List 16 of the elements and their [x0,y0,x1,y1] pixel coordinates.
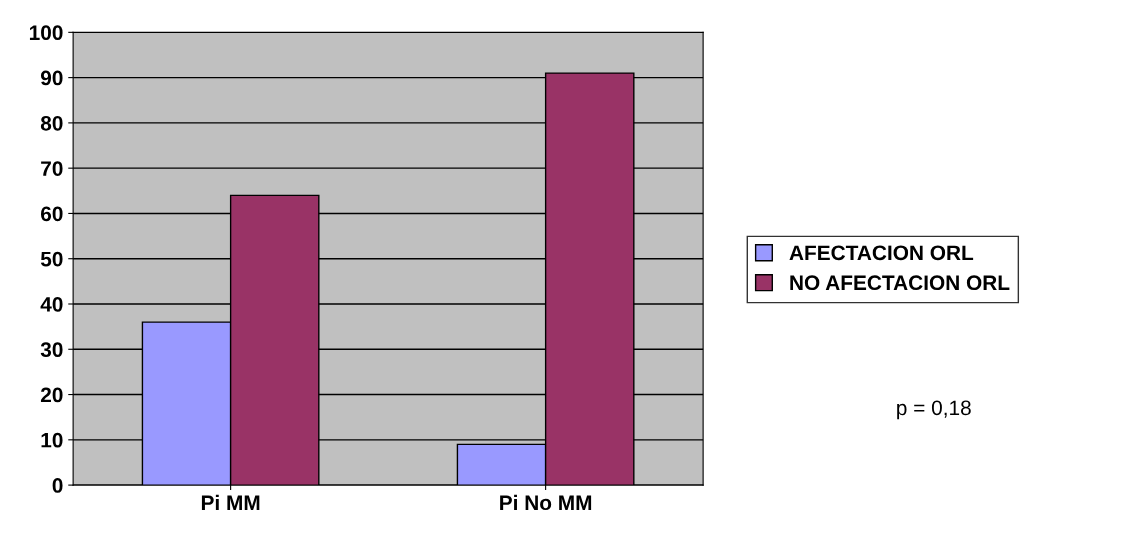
y-tick-label: 0 [52,478,63,493]
x-tick-label: Pi No MM [500,494,592,511]
x-tick-label: Pi MM [201,494,260,510]
y-tick-label: 100 [29,25,63,41]
y-tick-label: 30 [40,342,63,358]
y-tick-label: 20 [40,387,63,403]
text: p = 0,18 [897,400,971,420]
y-tick-label: 70 [41,161,63,176]
legend-label: AFECTACION ORL [789,245,974,261]
legend-label: NO AFECTACION ORL [790,275,1010,291]
y-tick-label: 90 [40,70,63,86]
y-tick-label: 80 [40,115,63,131]
y-tick-label: 40 [40,297,63,312]
y-tick-label: 60 [40,206,63,222]
y-tick-label: 10 [41,432,63,448]
y-tick-label: 50 [40,251,63,267]
